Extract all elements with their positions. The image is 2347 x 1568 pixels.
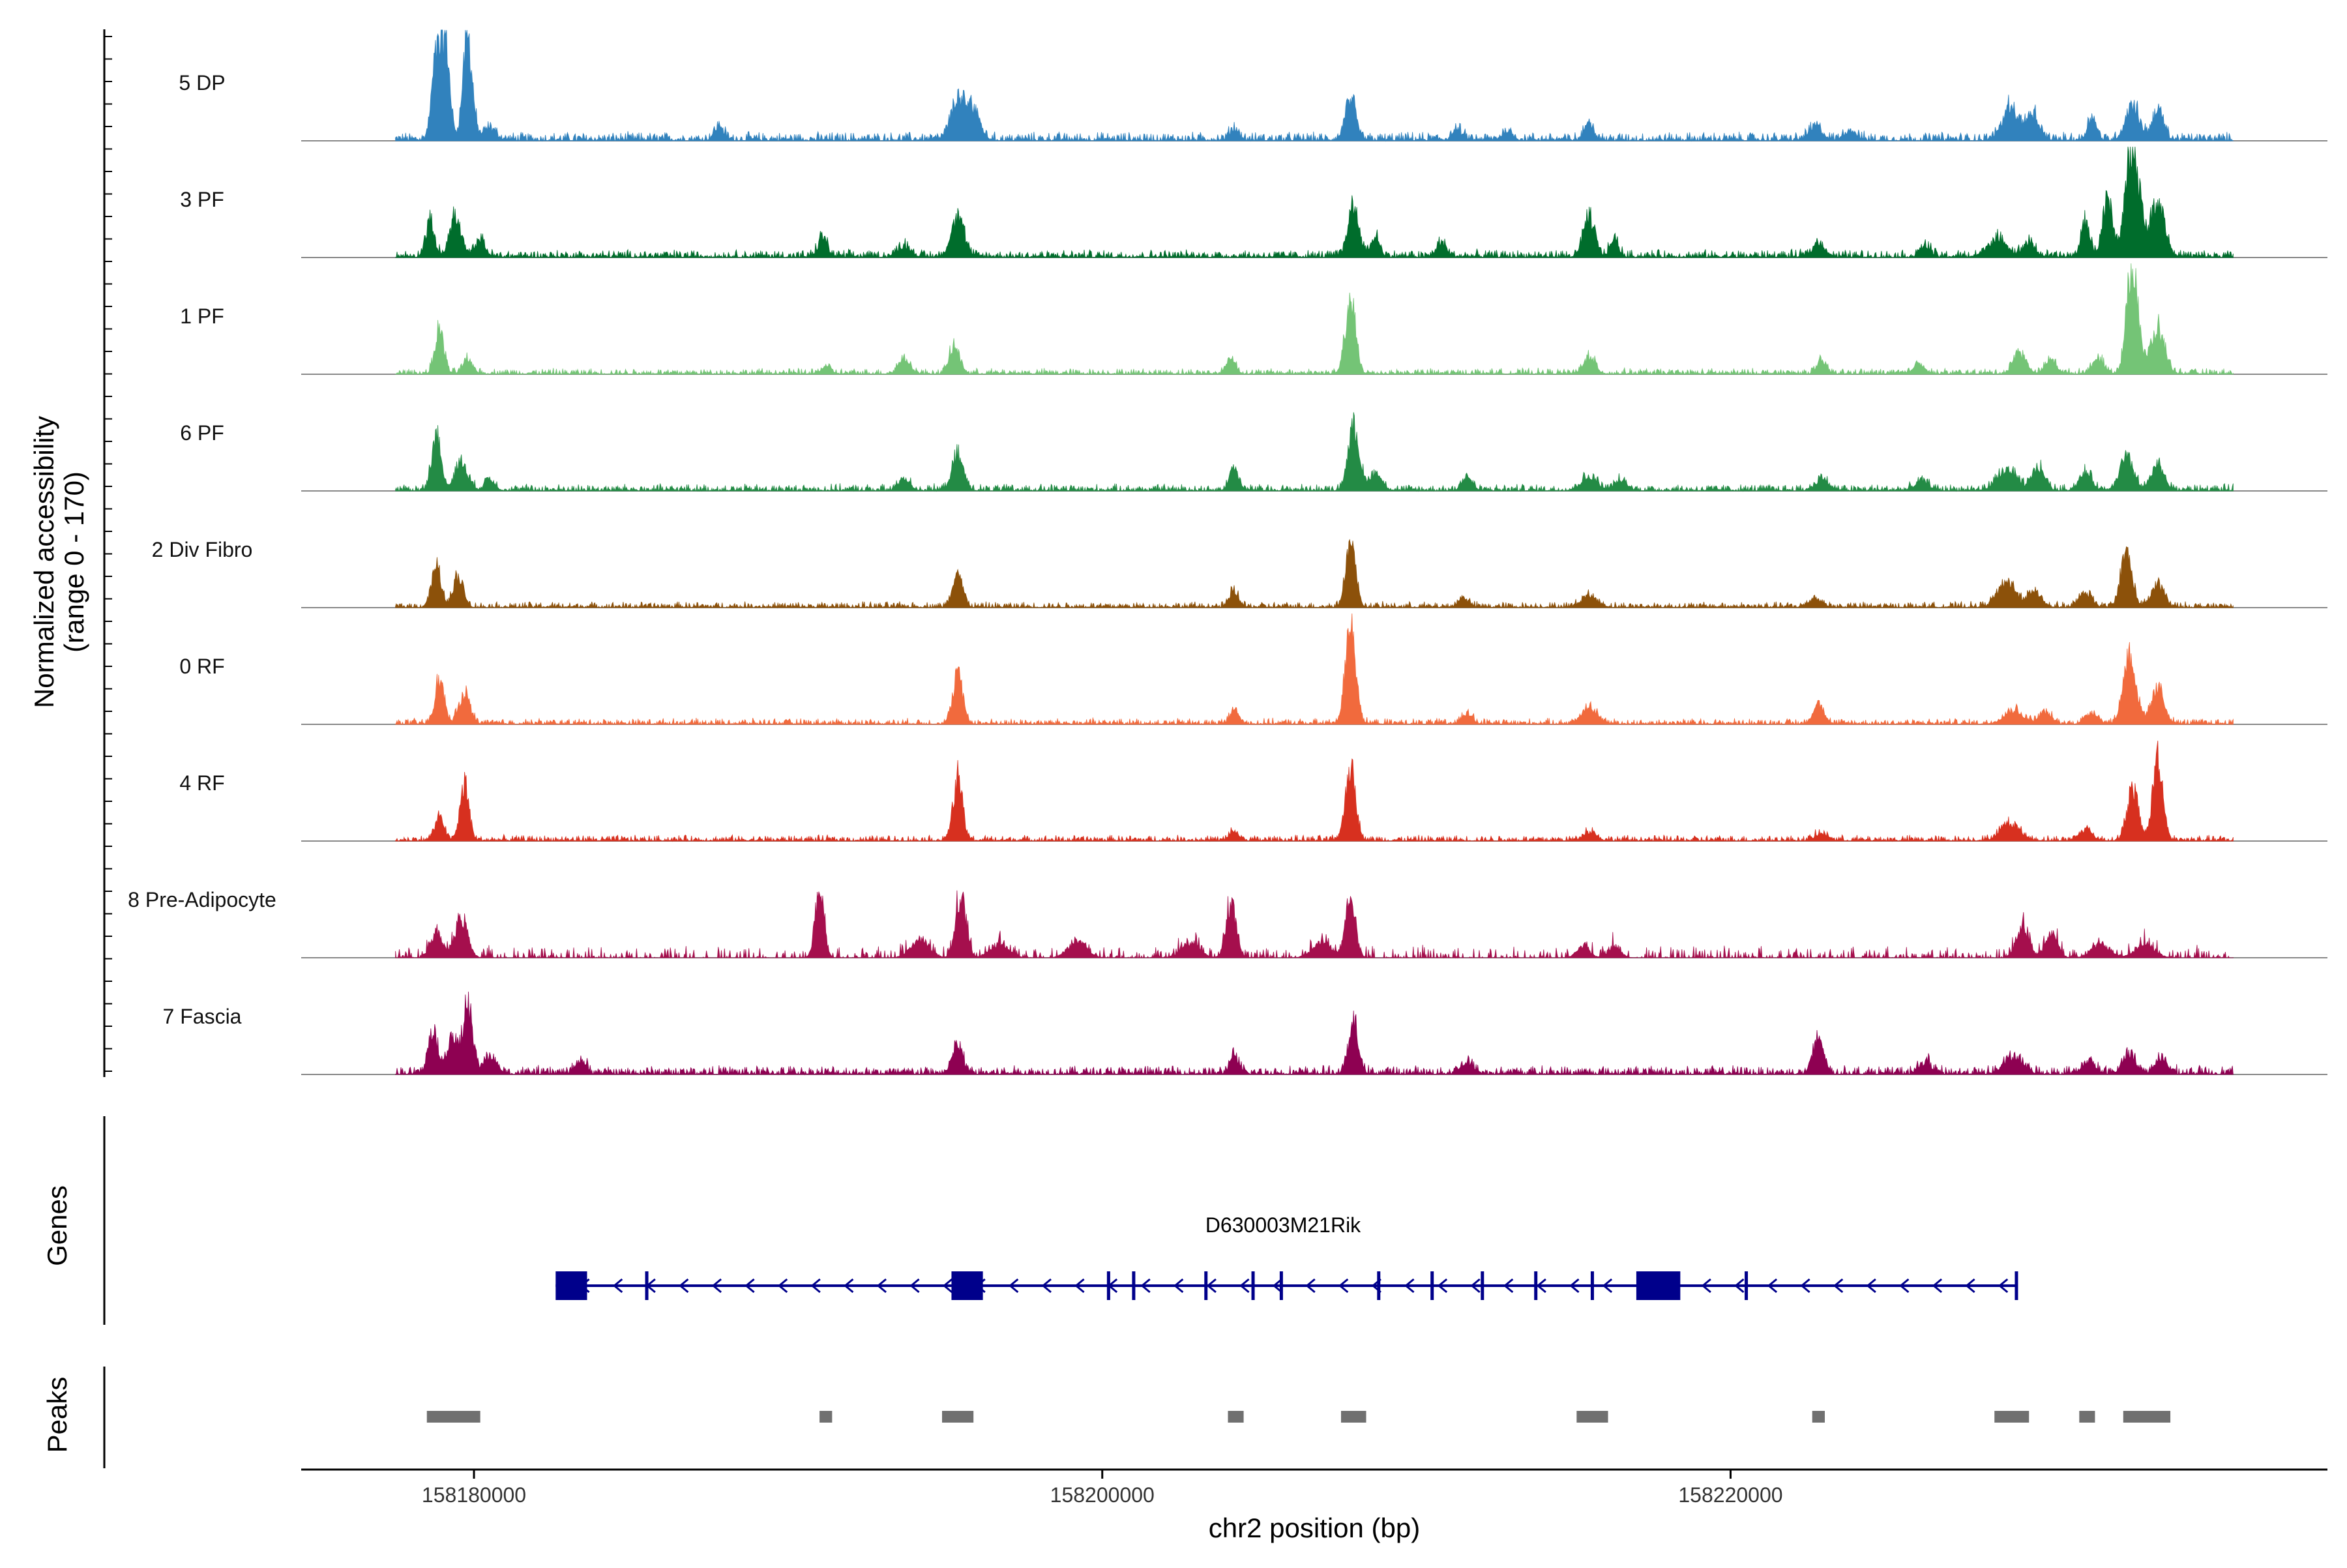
peak-region [819,1411,833,1423]
strand-arrow [909,1278,920,1294]
strand-arrow [1041,1278,1052,1294]
peak-region [2079,1411,2095,1423]
strand-arrow [1866,1278,1876,1294]
genes-track [103,1116,2018,1325]
strand-arrow [1174,1278,1184,1294]
track-2-div-fibro: 2 Div Fibro [152,538,2327,609]
peak-region [1576,1411,1608,1423]
track-signal-area [395,263,2234,376]
strand-arrow [1932,1278,1943,1294]
track-label: 8 Pre-Adipocyte [128,888,276,911]
peaks-track-label: Peaks [42,1377,72,1453]
strand-arrow [679,1278,689,1294]
strand-arrow [745,1278,755,1294]
y-axis-range: (range 0 - 170) [59,471,89,653]
track-signal-area [395,740,2234,842]
strand-arrow [1998,1278,2009,1294]
strand-arrow [810,1278,821,1294]
strand-arrow [1009,1278,1019,1294]
strand-arrow [1833,1278,1844,1294]
peak-region [426,1411,480,1423]
peaks-track [103,1367,2171,1468]
genes-track-label: Genes [42,1185,72,1266]
strand-arrow [1338,1278,1349,1294]
track-signal-area [394,613,2234,726]
peak-region [1994,1411,2030,1423]
track-7-fascia: 7 Fascia [163,991,2327,1076]
track-signal-area [395,991,2234,1076]
track-label: 7 Fascia [163,1005,242,1028]
strand-arrow [1470,1278,1481,1294]
track-label: 3 PF [180,188,224,211]
gene-name-label: D630003M21Rik [1205,1213,1361,1237]
track-6-pf: 6 PF [180,412,2327,492]
strand-arrow [1206,1278,1217,1294]
x-tick-label: 158180000 [422,1483,526,1507]
track-label: 0 RF [179,655,224,678]
y-axis-title: Normalized accessibility [29,416,59,708]
strand-arrow [1140,1278,1151,1294]
gene-exon [555,1271,587,1300]
strand-arrow [1503,1278,1514,1294]
coverage-tracks: 5 DP 3 PF 1 PF 6 PF 2 Div Fibro 0 RF 4 RF 8 Pre… [103,29,2327,1077]
strand-arrow [711,1278,722,1294]
peak-region [1340,1411,1366,1423]
track-signal-area [395,146,2234,259]
track-signal-area [395,412,2234,492]
peak-region [941,1411,974,1423]
strand-arrow [1734,1278,1745,1294]
peak-region [1228,1411,1244,1423]
track-label: 5 DP [179,71,225,95]
gene-exon [951,1271,983,1300]
strand-arrow [1569,1278,1580,1294]
track-label: 6 PF [180,421,224,445]
track-1-pf: 1 PF [180,263,2327,376]
strand-arrow [1800,1278,1810,1294]
track-label: 1 PF [180,304,224,328]
track-4-rf: 4 RF [179,740,2327,842]
strand-arrow [612,1278,623,1294]
x-tick-label: 158200000 [1050,1483,1155,1507]
strand-arrow [1239,1278,1250,1294]
x-tick-label: 158220000 [1678,1483,1782,1507]
strand-arrow [844,1278,854,1294]
track-signal-area [395,890,2234,959]
strand-arrow [1074,1278,1085,1294]
x-axis-title: chr2 position (bp) [1209,1513,1421,1543]
strand-arrow [1536,1278,1546,1294]
strand-arrow [1272,1278,1283,1294]
strand-arrow [1305,1278,1316,1294]
strand-arrow [1767,1278,1778,1294]
track-3-pf: 3 PF [180,146,2327,259]
track-signal-area [395,29,2234,142]
track-5-dp: 5 DP [179,29,2327,142]
strand-arrow [1437,1278,1448,1294]
track-label: 2 Div Fibro [152,538,253,561]
strand-arrow [876,1278,887,1294]
track-0-rf: 0 RF [179,613,2327,726]
strand-arrow [1899,1278,1910,1294]
strand-arrow [1701,1278,1711,1294]
track-label: 4 RF [179,771,224,795]
gene-exon [1636,1271,1681,1300]
peak-region [2123,1411,2171,1423]
x-axis: 158180000 158200000 158220000 [301,1468,2327,1507]
strand-arrow [1965,1278,1975,1294]
peak-region [1812,1411,1825,1423]
strand-arrow [1602,1278,1613,1294]
track-8-pre-adipocyte: 8 Pre-Adipocyte [128,888,2327,959]
track-signal-area [395,539,2234,609]
strand-arrow [1404,1278,1415,1294]
strand-arrow [942,1278,953,1294]
strand-arrow [777,1278,788,1294]
